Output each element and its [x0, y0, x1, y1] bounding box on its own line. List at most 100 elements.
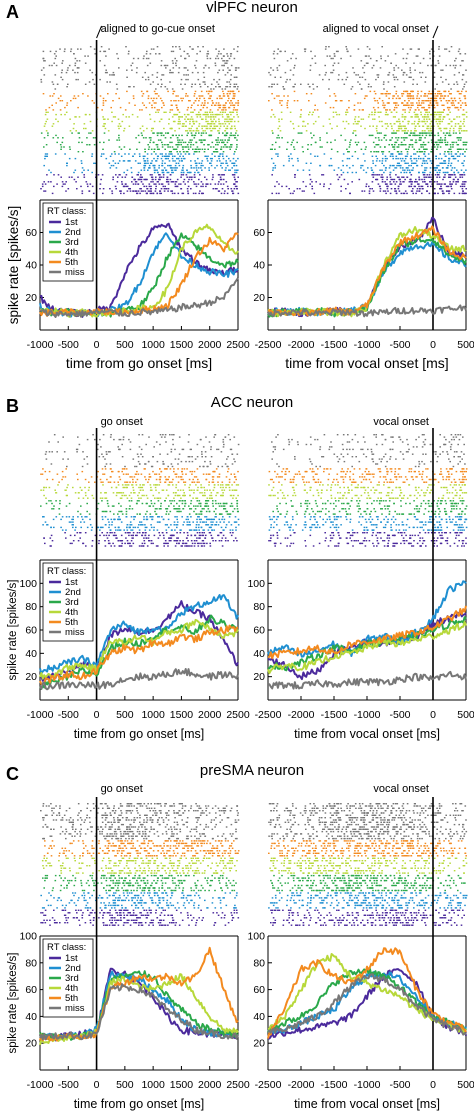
spike-mark: [427, 141, 430, 144]
spike-mark: [66, 69, 69, 71]
spike-mark: [105, 463, 108, 465]
spike-mark: [216, 151, 219, 153]
spike-mark: [166, 88, 169, 90]
spike-mark: [364, 55, 367, 57]
spike-mark: [346, 111, 349, 113]
spike-mark: [142, 57, 145, 60]
spike-mark: [462, 192, 464, 195]
spike-mark: [102, 100, 105, 102]
spike-mark: [217, 130, 219, 132]
spike-mark: [149, 113, 151, 116]
spike-mark: [394, 167, 396, 169]
spike-mark: [429, 181, 431, 183]
spike-mark: [50, 181, 52, 183]
spike-mark: [190, 130, 192, 132]
spike-mark: [229, 134, 232, 137]
spike-mark: [328, 164, 331, 167]
spike-mark: [275, 141, 277, 144]
spike-mark: [350, 88, 353, 90]
spike-mark: [193, 102, 195, 104]
spike-mark: [408, 104, 410, 106]
spike-mark: [51, 540, 54, 542]
spike-mark: [443, 95, 446, 97]
spike-mark: [438, 55, 441, 57]
spike-mark: [234, 516, 237, 518]
spike-mark: [210, 534, 213, 537]
spike-mark: [178, 141, 180, 144]
spike-mark: [205, 116, 207, 118]
spike-mark: [429, 100, 432, 102]
spike-mark: [274, 148, 276, 150]
spike-mark: [152, 141, 155, 144]
spike-mark: [155, 53, 157, 55]
spike-mark: [316, 86, 318, 88]
spike-mark: [360, 167, 362, 169]
spike-mark: [125, 46, 127, 48]
spike-mark: [110, 468, 112, 470]
spike-mark: [196, 443, 199, 446]
spike-mark: [406, 104, 408, 106]
spike-mark: [159, 534, 161, 537]
spike-mark: [138, 446, 141, 448]
spike-mark: [360, 148, 363, 150]
spike-mark: [152, 127, 154, 130]
spike-mark: [381, 120, 383, 123]
spike-mark: [81, 171, 83, 174]
spike-mark: [218, 155, 221, 157]
spike-mark: [71, 132, 73, 134]
spike-mark: [148, 164, 151, 167]
spike-mark: [324, 48, 327, 50]
spike-mark: [156, 148, 159, 150]
spike-mark: [142, 155, 145, 157]
spike-mark: [86, 510, 88, 513]
spike-mark: [454, 123, 457, 125]
spike-mark: [418, 178, 421, 181]
spike-mark: [76, 71, 79, 74]
spike-mark: [358, 109, 361, 111]
spike-mark: [176, 524, 179, 526]
spike-mark: [418, 132, 421, 134]
spike-mark: [221, 141, 223, 144]
spike-mark: [407, 106, 410, 109]
spike-mark: [54, 153, 57, 155]
spike-mark: [41, 183, 44, 185]
spike-mark: [234, 169, 236, 171]
spike-mark: [355, 134, 357, 137]
spike-mark: [458, 127, 460, 130]
spike-mark: [209, 97, 212, 100]
spike-mark: [135, 465, 138, 468]
x-tick-label: 500: [116, 339, 134, 351]
spike-mark: [177, 162, 180, 164]
raster-band-5th: [42, 90, 240, 111]
spike-mark: [427, 153, 430, 155]
spike-mark: [292, 74, 295, 76]
spike-mark: [186, 545, 188, 547]
spike-mark: [390, 153, 392, 155]
spike-mark: [212, 102, 214, 104]
spike-mark: [328, 88, 330, 90]
spike-mark: [159, 178, 161, 181]
spike-mark: [163, 463, 165, 465]
spike-mark: [134, 465, 136, 468]
spike-mark: [208, 484, 210, 486]
spike-mark: [206, 125, 208, 127]
spike-mark: [398, 164, 400, 167]
spike-mark: [205, 155, 207, 157]
x-tick-label: -2000: [288, 339, 315, 351]
spike-mark: [184, 118, 186, 120]
spike-mark: [144, 71, 146, 74]
spike-mark: [172, 181, 175, 183]
spike-mark: [354, 116, 357, 118]
spike-mark: [163, 167, 166, 169]
spike-mark: [384, 181, 386, 183]
spike-mark: [200, 162, 203, 164]
spike-mark: [203, 542, 206, 545]
spike-mark: [389, 174, 391, 176]
spike-mark: [410, 95, 413, 97]
spike-mark: [99, 478, 102, 481]
spike-mark: [158, 109, 160, 111]
spike-mark: [299, 116, 302, 118]
spike-mark: [144, 529, 147, 531]
spike-mark: [105, 534, 108, 537]
spike-mark: [372, 176, 375, 178]
